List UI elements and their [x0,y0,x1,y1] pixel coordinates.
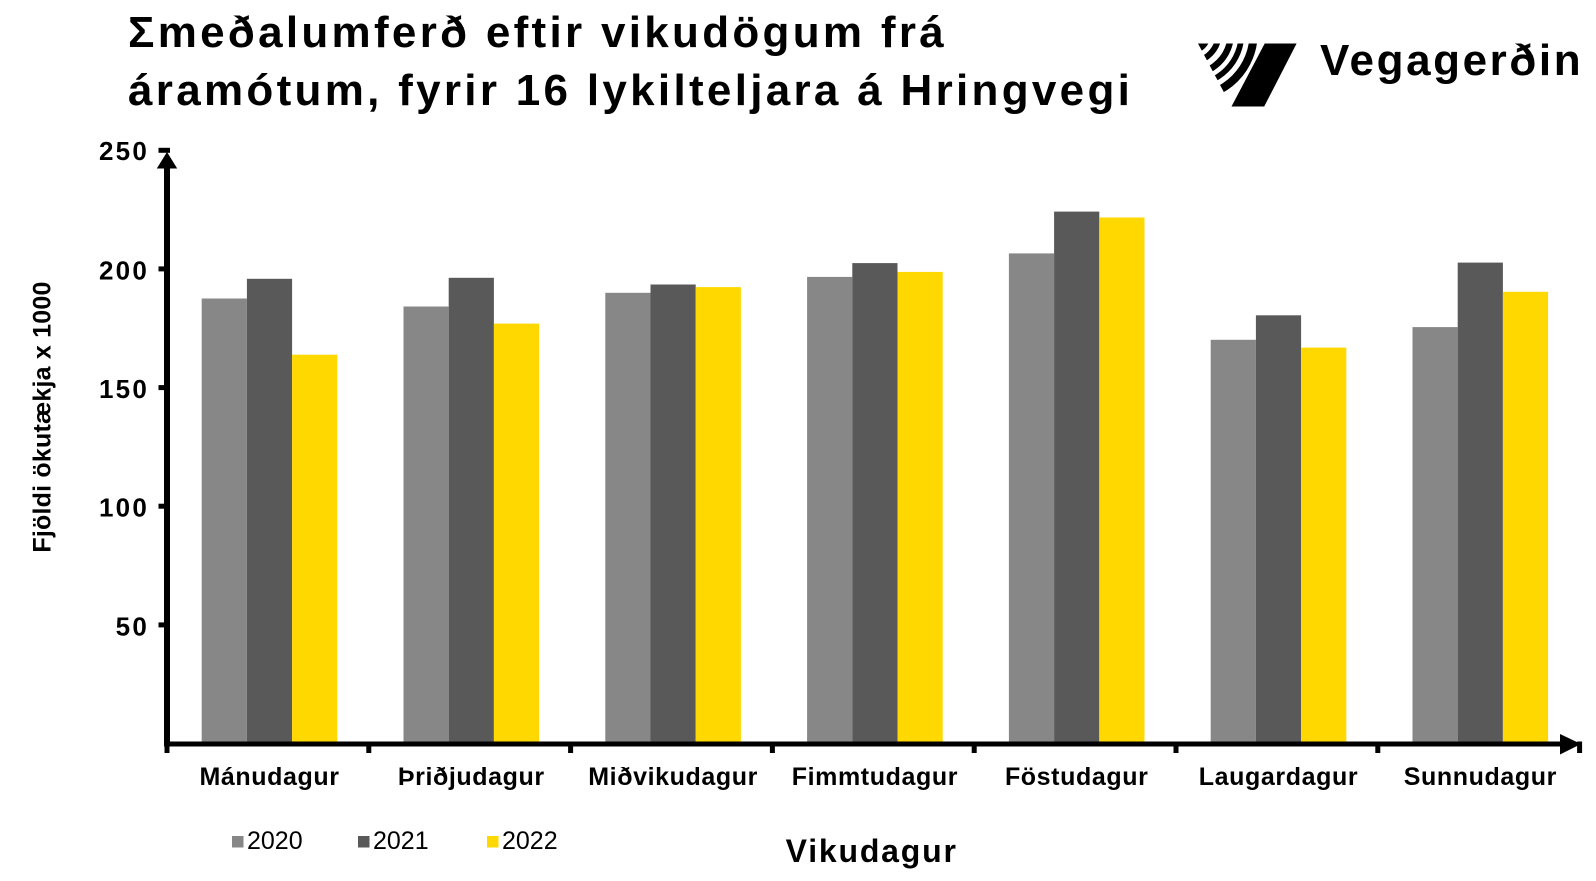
svg-text:Vegagerðin: Vegagerðin [1320,40,1583,85]
svg-text:Fimmtudagur: Fimmtudagur [792,763,958,791]
svg-text:Þriðjudagur: Þriðjudagur [398,763,545,791]
svg-text:Vikudagur: Vikudagur [786,833,958,869]
svg-text:Laugardagur: Laugardagur [1199,763,1358,791]
svg-text:100: 100 [99,493,149,523]
svg-text:Miðvikudagur: Miðvikudagur [588,763,758,791]
svg-text:2022: 2022 [502,827,558,855]
svg-text:Mánudagur: Mánudagur [199,763,339,791]
svg-text:Fjöldi ökutækja x 1000: Fjöldi ökutækja x 1000 [29,281,57,552]
svg-text:50: 50 [116,611,149,641]
svg-text:200: 200 [99,255,149,285]
svg-text:2021: 2021 [373,827,429,855]
svg-text:150: 150 [99,374,149,404]
svg-text:Sunnudagur: Sunnudagur [1404,763,1557,791]
svg-text:250: 250 [99,136,149,166]
svg-text:Föstudagur: Föstudagur [1005,763,1149,791]
svg-text:2020: 2020 [247,827,303,855]
